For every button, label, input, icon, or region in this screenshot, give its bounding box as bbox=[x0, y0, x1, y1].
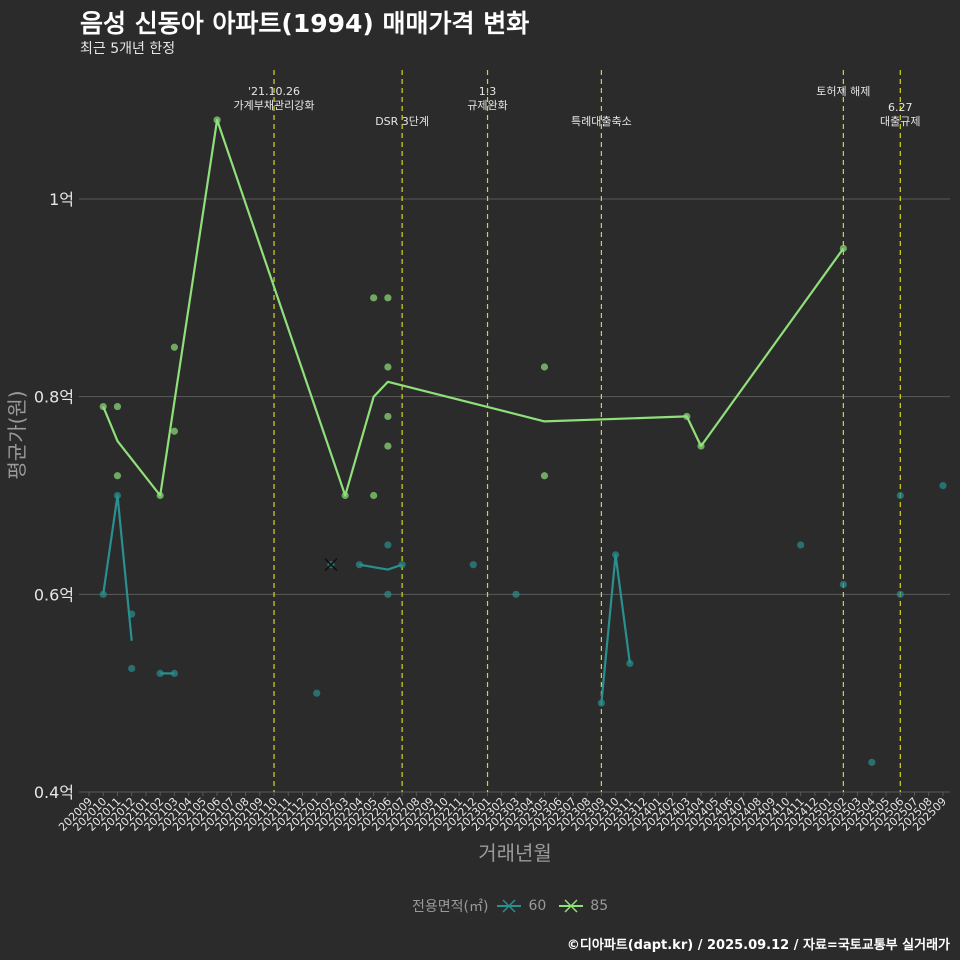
data-point-85 bbox=[384, 412, 392, 421]
data-point-60 bbox=[512, 590, 520, 598]
series-layer bbox=[99, 116, 947, 766]
data-point-60 bbox=[128, 664, 136, 673]
data-point-60 bbox=[896, 590, 904, 598]
y-axis-title: 평균가(원) bbox=[5, 390, 29, 479]
event-label: DSR 3단계 bbox=[375, 115, 429, 128]
y-tick-label: 0.6억 bbox=[34, 585, 74, 604]
data-point-60 bbox=[384, 541, 392, 549]
source-caption: ©디아파트(dapt.kr) / 2025.09.12 / 자료=국토교통부 실… bbox=[566, 938, 950, 953]
x-axis-title: 거래년월 bbox=[478, 841, 552, 865]
event-label: '21.10.26 bbox=[248, 85, 300, 98]
legend-label-85: 85 bbox=[590, 898, 609, 914]
data-point-60 bbox=[313, 689, 321, 697]
event-label: 1.3 bbox=[479, 85, 497, 98]
data-point-85 bbox=[384, 294, 392, 302]
cross-marker bbox=[324, 558, 338, 572]
data-point-85 bbox=[170, 427, 178, 435]
series-85 bbox=[99, 116, 847, 500]
axis-layer: 0.4억0.6억0.8억1억20200920201020201120201220… bbox=[34, 190, 949, 834]
data-point-60 bbox=[99, 590, 107, 598]
y-tick-label: 0.8억 bbox=[34, 388, 74, 407]
event-label: 규제완화 bbox=[467, 99, 507, 112]
event-label: 대출규제 bbox=[880, 115, 920, 128]
data-point-60 bbox=[469, 561, 477, 569]
event-label: 6.27 bbox=[888, 101, 913, 114]
trend-line-60 bbox=[102, 494, 133, 641]
series-60 bbox=[99, 482, 947, 766]
y-tick-label: 1억 bbox=[49, 190, 74, 209]
data-point-85 bbox=[370, 491, 378, 500]
trend-line-60 bbox=[600, 553, 631, 704]
data-point-85 bbox=[384, 363, 392, 371]
event-label: 가계부채관리강화 bbox=[234, 99, 315, 112]
legend-item-85: 85 bbox=[558, 896, 608, 916]
data-point-60 bbox=[839, 580, 847, 589]
data-point-60 bbox=[156, 669, 164, 678]
legend-key-60 bbox=[497, 899, 522, 913]
data-point-85 bbox=[384, 442, 392, 450]
data-point-60 bbox=[868, 758, 876, 766]
data-point-60 bbox=[398, 561, 406, 569]
trend-line-85 bbox=[102, 118, 845, 497]
chart-subtitle: 최근 5개년 한정 bbox=[80, 41, 176, 57]
data-point-85 bbox=[113, 472, 122, 480]
legend-label-60: 60 bbox=[528, 898, 547, 914]
legend-item-60: 60 bbox=[496, 896, 546, 916]
legend-title: 전용면적(㎡) bbox=[412, 899, 489, 915]
chart-title: 음성 신동아 아파트(1994) 매매가격 변화 bbox=[80, 9, 530, 38]
data-point-85 bbox=[370, 294, 378, 302]
trend-line-60 bbox=[359, 563, 403, 571]
data-point-60 bbox=[384, 590, 392, 598]
event-label: 특례대출축소 bbox=[571, 115, 632, 128]
data-point-60 bbox=[626, 659, 634, 668]
grid-layer bbox=[79, 198, 950, 793]
data-point-60 bbox=[896, 491, 904, 500]
data-point-85 bbox=[113, 402, 122, 411]
legend-key-85 bbox=[559, 899, 584, 913]
event-label: 토허제 해제 bbox=[816, 84, 870, 98]
y-tick-label: 0.4억 bbox=[34, 783, 74, 802]
data-point-60 bbox=[939, 482, 947, 490]
legend: 전용면적(㎡) 60 85 bbox=[412, 896, 620, 916]
data-point-85 bbox=[540, 472, 549, 480]
data-point-85 bbox=[540, 363, 549, 371]
data-point-85 bbox=[170, 343, 178, 351]
data-point-60 bbox=[797, 541, 805, 549]
